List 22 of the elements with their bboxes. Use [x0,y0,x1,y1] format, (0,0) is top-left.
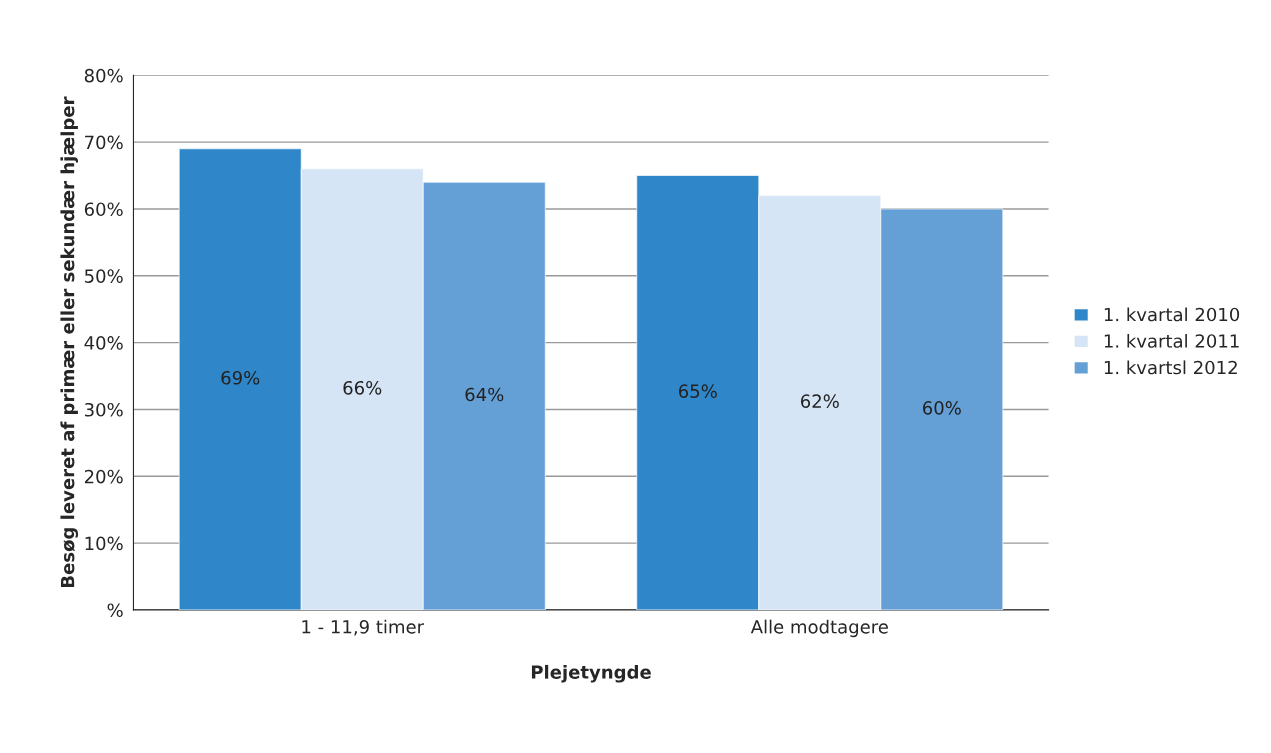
y-tick-label: 70% [85,135,123,150]
data-label: 66% [343,380,382,395]
data-label: 60% [923,401,961,415]
legend-label: 1. kvartal 2010 [1104,307,1240,322]
data-label: 69% [221,370,260,385]
y-tick-label: 80% [84,68,123,83]
y-tick-label: % [107,603,123,618]
data-label: 65% [678,384,717,398]
y-tick-label: 60% [84,202,123,217]
data-label: 62% [800,394,839,408]
y-tick-label: 40% [84,336,123,350]
data-label: 64% [465,387,504,402]
x-tick-label: 1 - 11,9 timer [302,619,425,636]
y-tick-label: 10% [85,536,123,551]
legend-label: 1. kvartal 2011 [1104,333,1239,348]
x-axis-title: Plejetyngde [531,664,651,683]
y-tick-label: 50% [85,269,123,283]
y-tick-label: 20% [84,469,123,484]
y-tick-label: 30% [84,402,123,417]
y-axis-title: Besøg leveret af primær eller sekundær hjælper [60,96,79,588]
x-tick-label: Alle modtagere [750,619,888,638]
legend-label: 1. kvartsl 2012 [1104,360,1237,375]
